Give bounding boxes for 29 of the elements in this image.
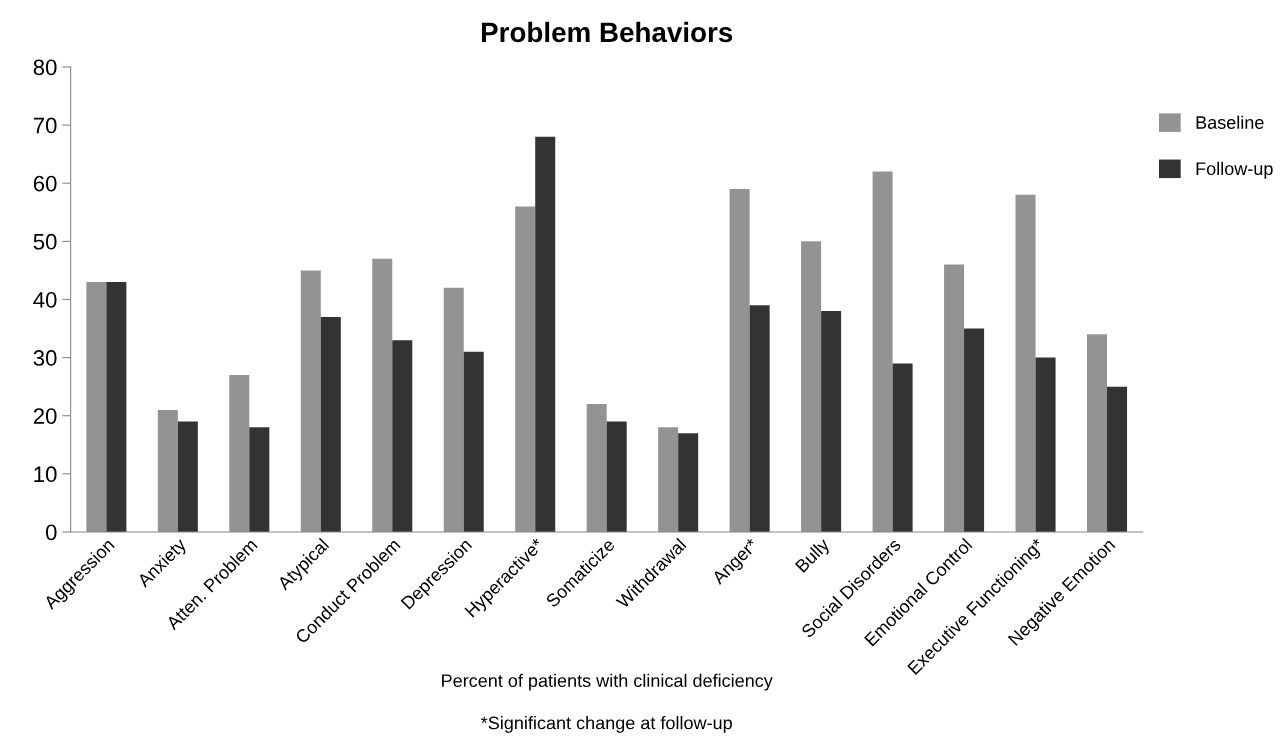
bar	[678, 433, 699, 532]
legend-label: Follow-up	[1196, 161, 1273, 179]
bar	[1107, 386, 1128, 532]
bar	[535, 136, 556, 532]
y-tick-label: 60	[33, 175, 57, 192]
bar	[177, 421, 198, 532]
y-tick-label: 80	[33, 59, 57, 76]
bar	[606, 421, 627, 532]
bar	[964, 328, 985, 532]
y-tick-label: 20	[33, 408, 57, 424]
bar	[463, 351, 484, 532]
y-tick-label: 30	[33, 350, 57, 366]
bar	[392, 340, 413, 532]
bar	[749, 305, 770, 532]
chart-title: Problem Behaviors	[481, 21, 733, 43]
y-tick-label: 0	[45, 524, 57, 541]
bar	[892, 363, 913, 532]
bar	[249, 427, 270, 532]
text: *Significant change at follow-up	[481, 716, 732, 733]
y-tick-label: 70	[33, 117, 57, 134]
bar	[106, 282, 127, 532]
y-tick-label: 10	[34, 466, 57, 483]
y-tick-label: 40	[33, 291, 57, 308]
legend-label: Baseline	[1196, 115, 1264, 129]
bar	[320, 316, 341, 532]
x-axis-title: Percent of patients with clinical deficiency	[442, 673, 773, 691]
bar	[821, 311, 842, 532]
y-tick-label: 50	[33, 233, 57, 250]
bar	[1035, 357, 1056, 532]
